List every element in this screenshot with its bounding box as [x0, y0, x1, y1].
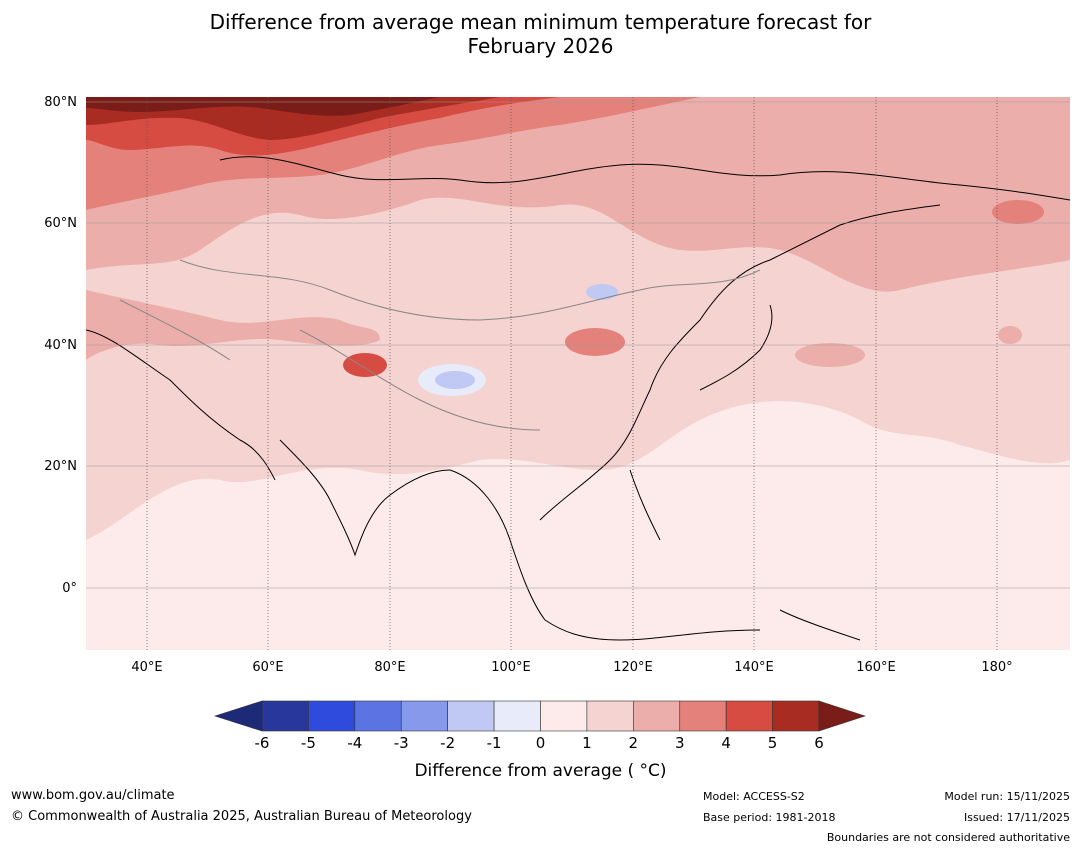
colorbar-cell-1 — [308, 700, 356, 732]
gridlines — [86, 101, 1070, 589]
colorbar — [214, 700, 866, 732]
colorbar-tick-4: -2 — [440, 734, 456, 752]
meridians — [146, 97, 998, 650]
colorbar-tick-9: 3 — [674, 734, 685, 752]
colorbar-over-arrow — [818, 700, 866, 732]
anomaly-spot-pamir — [343, 353, 387, 377]
borders — [119, 259, 761, 431]
lon-label-180: 180° — [981, 660, 1013, 675]
lon-label-140e: 140°E — [734, 660, 774, 675]
lon-label-80e: 80°E — [374, 660, 406, 675]
colorbar-cell-2 — [354, 700, 402, 732]
colorbar-cell-7 — [586, 700, 634, 732]
temperature-anomaly-map — [86, 97, 1070, 650]
colorbar-tick-2: -4 — [347, 734, 363, 752]
lon-label-40e: 40°E — [131, 660, 163, 675]
colorbar-label: Difference from average ( °C) — [414, 761, 667, 781]
colorbar-tick-0: -6 — [254, 734, 270, 752]
anomaly-spot-japan-sea — [795, 343, 865, 367]
colorbar-tick-8: 2 — [628, 734, 639, 752]
colorbar-cell-6 — [540, 700, 588, 732]
colorbar-cell-3 — [400, 700, 448, 732]
anomaly-spot-central — [565, 328, 625, 356]
anomaly-band-2to3-south — [86, 290, 380, 360]
footer-copyright: © Commonwealth of Australia 2025, Austra… — [11, 809, 472, 824]
anomaly-spot-ne — [992, 200, 1044, 224]
lat-label-20n: 20°N — [44, 459, 77, 474]
title-line-2: February 2026 — [467, 34, 614, 58]
colorbar-tick-10: 4 — [721, 734, 731, 752]
lon-label-160e: 160°E — [856, 660, 896, 675]
colorbar-cell-10 — [725, 700, 773, 732]
colorbar-cell-8 — [633, 700, 681, 732]
anomaly-cool-mongolia — [586, 284, 618, 300]
colorbar-cell-9 — [679, 700, 727, 732]
map-title: Difference from average mean minimum tem… — [0, 10, 1081, 58]
footer-base-period: Base period: 1981-2018 — [703, 811, 836, 824]
title-line-1: Difference from average mean minimum tem… — [209, 10, 872, 34]
lon-label-60e: 60°E — [252, 660, 284, 675]
colorbar-tick-12: 6 — [814, 734, 824, 752]
colorbar-cell-4 — [447, 700, 495, 732]
colorbar-cell-5 — [493, 700, 541, 732]
colorbar-tick-7: 1 — [582, 734, 592, 752]
colorbar-under-arrow — [214, 700, 263, 732]
anomaly-cool-india — [90, 548, 190, 572]
footer-issued: Issued: 17/11/2025 — [963, 811, 1070, 824]
lat-label-60n: 60°N — [44, 216, 77, 231]
lon-label-120e: 120°E — [613, 660, 653, 675]
lat-label-80n: 80°N — [44, 95, 77, 110]
colorbar-cell-11 — [772, 700, 820, 732]
lat-label-40n: 40°N — [44, 338, 77, 353]
footer-model-run: Model run: 15/11/2025 — [944, 790, 1070, 803]
colorbar-tick-1: -5 — [300, 734, 316, 752]
anomaly-spot-pacific — [998, 326, 1022, 344]
footer-disclaimer: Boundaries are not considered authoritat… — [826, 831, 1070, 844]
colorbar-tick-3: -3 — [393, 734, 409, 752]
colorbar-cell-0 — [261, 700, 309, 732]
colorbar-tick-11: 5 — [767, 734, 778, 752]
anomaly-cool-tibet-inner — [435, 371, 475, 389]
footer-url[interactable]: www.bom.gov.au/climate — [11, 788, 175, 803]
footer-model: Model: ACCESS-S2 — [703, 790, 805, 803]
colorbar-tick-5: -1 — [486, 734, 502, 752]
lon-label-100e: 100°E — [491, 660, 531, 675]
colorbar-tick-6: 0 — [535, 734, 546, 752]
lat-label-0: 0° — [62, 581, 77, 596]
coastlines — [86, 156, 1070, 641]
